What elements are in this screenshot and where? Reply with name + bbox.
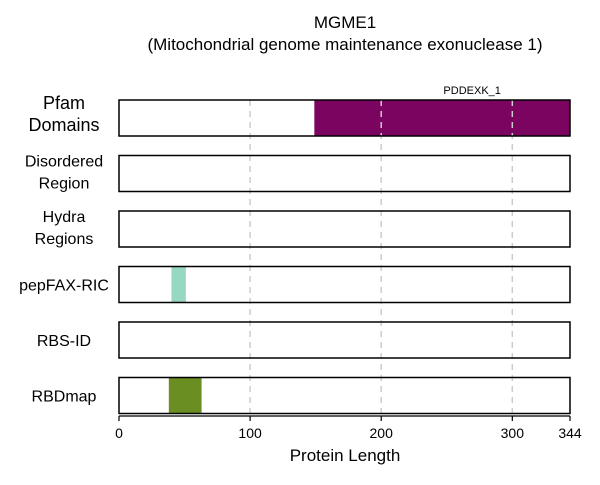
grid-lines	[249, 100, 514, 416]
track-border	[118, 376, 571, 415]
x-axis-label: Protein Length	[290, 446, 401, 465]
track-label: pepFAX-RIC	[19, 278, 109, 295]
track-border	[118, 265, 571, 304]
x-tick-label: 100	[238, 425, 262, 441]
feature-bar	[314, 100, 570, 136]
feature-bar	[171, 266, 186, 303]
track-background	[119, 155, 570, 192]
track-label: RBDmap	[32, 389, 97, 406]
x-tick-label: 300	[501, 425, 525, 441]
track-border	[118, 154, 571, 193]
chart-title: MGME1	[314, 13, 376, 32]
feature-bar	[168, 377, 202, 414]
track-background	[119, 266, 570, 303]
chart-subtitle: (Mitochondrial genome maintenance exonuc…	[147, 35, 542, 54]
x-tick-label: 344	[558, 425, 582, 441]
feature-label: PDDEXK_1	[443, 85, 500, 97]
track-border	[118, 99, 571, 137]
track-label: Hydra Regions	[35, 209, 94, 248]
x-tick-label: 200	[370, 425, 394, 441]
track-border	[118, 210, 571, 248]
x-tick-label: 0	[115, 425, 123, 441]
track-background	[119, 322, 570, 358]
x-axis: 0 100 200 300 344	[115, 99, 582, 441]
tracks: PDDEXK_1 Pfam Domains Disordered Region Hydra…	[19, 85, 570, 414]
track-border	[118, 321, 571, 359]
track-background	[119, 211, 570, 247]
track-label: RBS-ID	[37, 333, 91, 350]
track-label: Disordered Region	[25, 154, 103, 193]
track-label: Pfam Domains	[28, 93, 99, 135]
